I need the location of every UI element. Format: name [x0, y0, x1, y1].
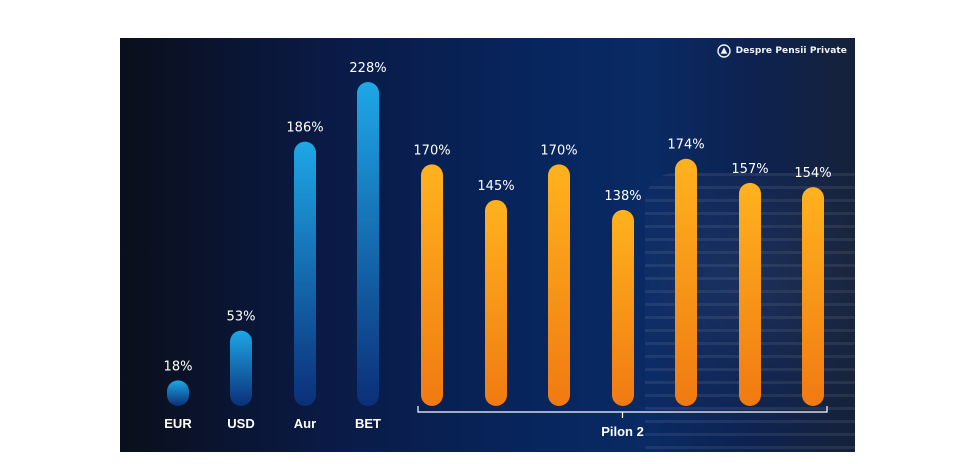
value-label-3: 228%	[349, 61, 386, 76]
category-label-1: USD	[227, 416, 254, 431]
bar-10	[802, 187, 824, 406]
bar-1	[230, 330, 252, 406]
group-bracket-1	[417, 406, 828, 418]
value-label-0: 18%	[164, 359, 193, 374]
category-labels-layer: EUR USD Aur BET	[164, 416, 381, 431]
bars-layer	[167, 82, 824, 406]
brand-name: Despre Pensii Private	[735, 46, 847, 56]
value-label-1: 53%	[227, 310, 256, 325]
triangle-in-circle-icon	[716, 44, 731, 58]
value-label-10: 154%	[794, 166, 831, 181]
bar-3	[357, 82, 379, 406]
value-labels-layer: 18% 53% 186% 228% 170% 145% 170% 138% 174% 157% 15…	[164, 61, 832, 374]
category-label-2: Aur	[294, 416, 316, 431]
bar-8	[675, 158, 697, 406]
value-label-9: 157%	[731, 162, 768, 177]
bar-9	[739, 182, 761, 406]
group-brackets-layer: Pilon 2	[417, 406, 828, 439]
value-label-6: 170%	[540, 143, 577, 158]
category-label-3: BET	[355, 416, 381, 431]
value-label-8: 174%	[667, 138, 704, 153]
bar-7	[612, 209, 634, 406]
value-label-2: 186%	[286, 121, 323, 136]
value-label-5: 145%	[477, 179, 514, 194]
value-label-4: 170%	[413, 143, 450, 158]
category-label-0: EUR	[164, 416, 192, 431]
bar-4	[421, 164, 443, 406]
chart-panel: Despre Pensii Private 18% 53% 186% 228% 170%…	[120, 38, 855, 452]
bar-0	[167, 380, 189, 406]
bar-6	[548, 164, 570, 406]
group-label-1: Pilon 2	[601, 424, 644, 439]
bar-5	[485, 199, 507, 406]
bar-chart: 18% 53% 186% 228% 170% 145% 170% 138% 174% 157% 15…	[164, 61, 832, 439]
value-label-7: 138%	[604, 189, 641, 204]
brand-logo: Despre Pensii Private	[716, 44, 847, 58]
bar-2	[294, 141, 316, 406]
